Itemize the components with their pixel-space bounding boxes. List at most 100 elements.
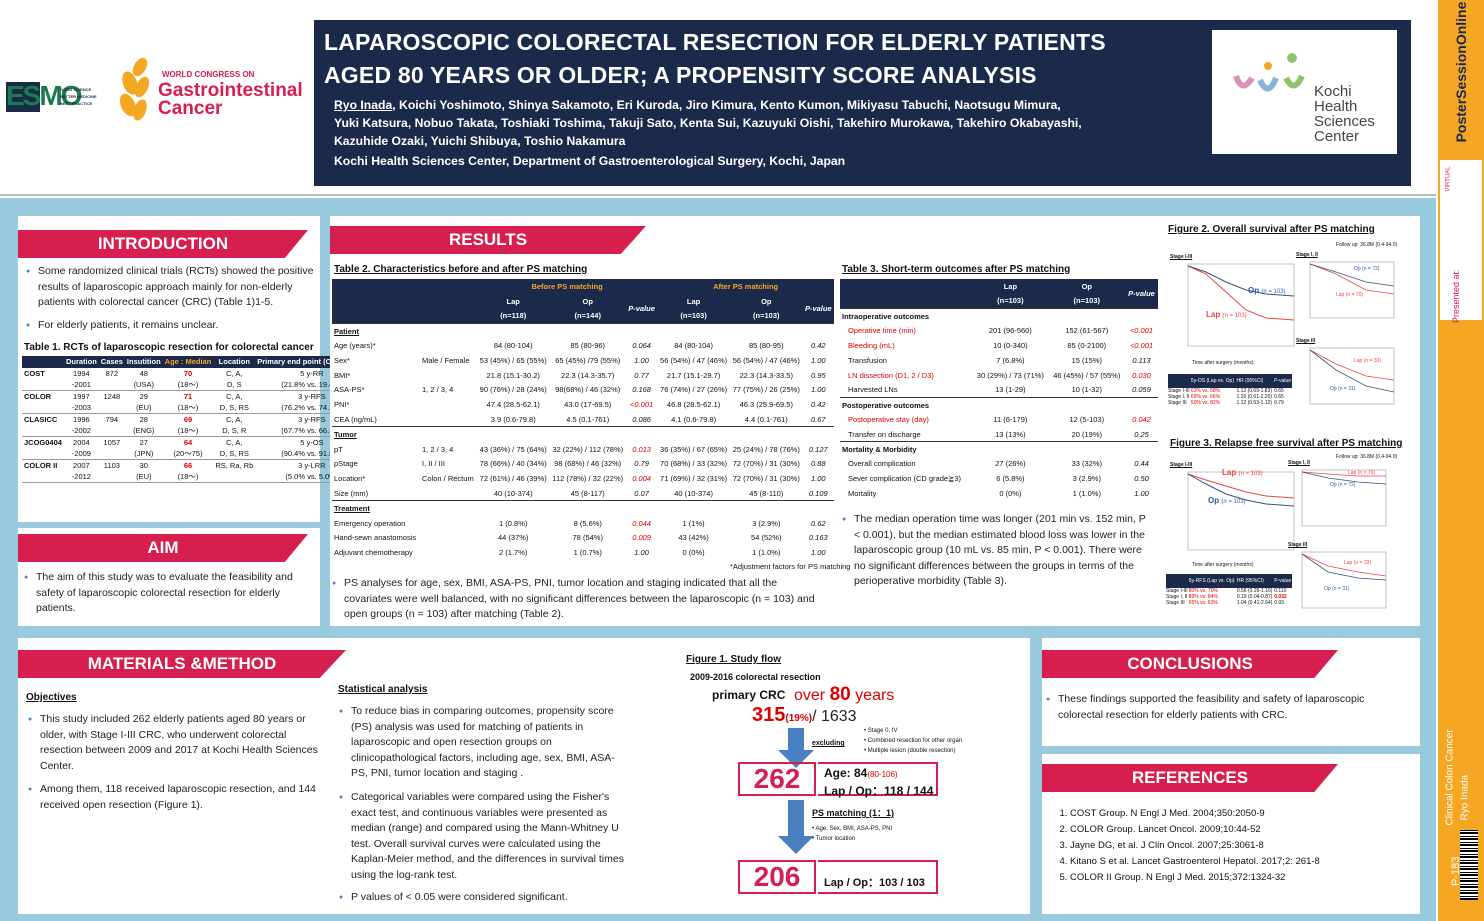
table-cell: 0.109 (808, 488, 828, 498)
section-label: Mortality & Morbidity (842, 444, 917, 454)
table-cell: 1.00 (1134, 489, 1149, 499)
table-cell: 72 (70%) / 31 (30%) (732, 459, 800, 469)
table-cell: 36 (35%) / 67 (65%) (660, 444, 728, 454)
table-cell: 0.064 (632, 341, 651, 351)
after-header: After PS matching (657, 279, 834, 294)
table-cell (420, 545, 477, 560)
table-cell (420, 412, 477, 427)
table-cell: (90.4% vs. 91.8%) (281, 449, 343, 458)
fig3-op-label: Op (n = 103) (1208, 496, 1246, 505)
table3-caption: Table 3. Short-term outcomes after PS ma… (842, 264, 1071, 275)
table-cell: 1994 (73, 368, 90, 378)
table-cell: 0.19 (0.04-0.87) (1236, 594, 1273, 600)
table-cell: 13 (13%) (995, 429, 1026, 439)
table-cell: 0.009 (632, 533, 651, 543)
table-row: pT 1, 2 / 3, 4 43 (36%) / 75 (64%) 32 (22%)… (332, 442, 834, 457)
fig2-table: 5y-OS (Lap vs. Op) HR (95%CI) P-value Stag… (1168, 374, 1292, 406)
table-row: Stage I, II 69% vs. 66% 1.16 (0.61-2.20) 0.… (1168, 394, 1292, 400)
table-cell: 0.059 (1132, 385, 1151, 395)
flow-caption: Figure 1. Study flow (686, 654, 782, 665)
table-cell: C, A, (226, 415, 243, 424)
wheat-icon (119, 57, 150, 121)
n-header: (n=103) (1048, 293, 1125, 309)
table-cell: Stage I, II (1168, 394, 1190, 400)
table-cell: 64 (183, 438, 193, 447)
table-cell: 872 (105, 368, 119, 378)
table-cell: 32 (22%) / 112 (78%) (552, 444, 624, 454)
fig3-caption: Figure 3. Relapse free survival after PS… (1170, 438, 1403, 449)
flow-exclusions: • Stage 0, IV • Combined resection for ot… (864, 728, 963, 754)
table-row: -2009 (JPN) (20～75) D, S, RS (90.4% vs. 91.8… (22, 448, 369, 460)
table-cell: 1057 (103, 438, 121, 447)
table-row: LN dissection (D1, 2 / D3) 30 (29%) / 73 … (840, 368, 1158, 383)
table-cell: Sever complication (CD grade≧3) (848, 474, 961, 484)
table-cell: 84 (80-104) (493, 341, 533, 351)
table-cell: 0.044 (632, 518, 651, 528)
table-row: Age (years)* 84 (80-104) 85 (80-96) 0.064 84… (332, 338, 834, 353)
flow-lapop1: Lap / Op：118 / 144 (824, 784, 934, 798)
table-cell: 1 (0.7%) (573, 548, 602, 558)
table-cell (22, 402, 64, 414)
table-row: Hand-sewn anastomosis 44 (37%) 78 (54%) 0.0… (332, 531, 834, 546)
table-cell: 78 (66%) / 40 (34%) (479, 459, 547, 469)
table-row: Transfer on discharge 13 (13%) 20 (19%) 0.2… (840, 427, 1158, 442)
table-cell: 98(68%) / 46 (32%) (555, 385, 621, 395)
table-cell: 112 (78%) / 32 (22%) (552, 474, 624, 484)
table1-header: Insutition (124, 356, 163, 368)
table-cell: (18～) (177, 426, 199, 435)
table-cell: JCOG0404 (24, 438, 62, 447)
table-cell: 66 (183, 461, 193, 470)
table-cell: 1.00 (811, 474, 826, 484)
table-row: Stage III 65% vs. 63% 1.04 (0.41-2.64) 0.93 (1166, 600, 1292, 606)
table-cell: 25 (24%) / 78 (76%) (732, 444, 800, 454)
fig3-xlabel: Time after surgery (months) (1192, 562, 1254, 568)
table-cell: 45 (8-110) (749, 488, 784, 498)
fig2-km-stage12 (1309, 261, 1395, 319)
table-cell: (18～) (177, 380, 199, 389)
author-list: Ryo Inada, Koichi Yoshimoto, Shinya Saka… (334, 98, 1082, 148)
kochi-name: Kochi Health Sciences Center (1314, 83, 1375, 145)
table-cell: BMI* (334, 370, 351, 380)
table-cell: Hand-sewn anastomosis (334, 533, 417, 543)
table-cell: Emergency operation (334, 518, 406, 528)
fig2-stage3: Stage III (1296, 338, 1316, 344)
table-cell: 0.032 (1274, 594, 1287, 600)
table-cell: 4.1 (0.6-79.8) (671, 414, 717, 424)
table-cell: Size (mm) (334, 488, 369, 498)
table-cell: 0.42 (811, 400, 826, 410)
brand-box: PosterSessionOnline (1440, 1, 1482, 156)
table-cell: 0.030 (1132, 370, 1151, 380)
table-cell (22, 448, 64, 460)
fig3-stage2: Stage I, II (1288, 460, 1310, 466)
fig3-s2-lap: Lap (n = 70) (1348, 470, 1376, 476)
table1-header: Duration (63, 356, 99, 368)
table-row: Patient (332, 323, 834, 338)
table-cell: D, S (227, 380, 242, 389)
esmo-logo (6, 82, 40, 112)
table-cell: 0.163 (808, 533, 828, 543)
table-cell: Operative time (min) (848, 326, 916, 336)
table-cell: 1.00 (634, 355, 649, 365)
table-cell: Location* (334, 474, 366, 484)
table-cell: 47.4 (28.5-62.1) (486, 400, 540, 410)
table-cell: 85 (0-2100) (1067, 341, 1107, 351)
table-cell: RS, Ra, Rb (215, 461, 254, 470)
fig2-op-label: Op (n = 103) (1248, 286, 1286, 295)
congress-big2: Cancer (158, 98, 223, 119)
table-cell: 69% vs. 66% (1190, 394, 1221, 400)
table-cell: 40 (10-374) (493, 488, 533, 498)
table-cell: 10 (1-32) (1071, 385, 1102, 395)
table-row: Operative time (min) 201 (96-560) 152 (61-… (840, 323, 1158, 338)
table-row: -2001 (USA) (18～) D, S (21.8% vs. 19.4%) (22, 379, 369, 391)
table-cell: Stage I-III (1166, 588, 1188, 594)
table-cell (99, 448, 125, 460)
table-row: Location* Colon / Rectum 72 (61%) / 46 (39… (332, 471, 834, 486)
table-cell: 2004 (73, 438, 90, 447)
brand-text: PosterSessionOnline (1453, 1, 1469, 143)
table-cell: 0.44 (1134, 459, 1149, 469)
pval-header: P-value (625, 293, 658, 324)
pval-header: P-value (1125, 279, 1158, 309)
table-cell: 40 (10-374) (674, 488, 713, 498)
flow-arrow-1 (778, 728, 814, 768)
table-cell: 1 (0.8%) (499, 518, 528, 528)
